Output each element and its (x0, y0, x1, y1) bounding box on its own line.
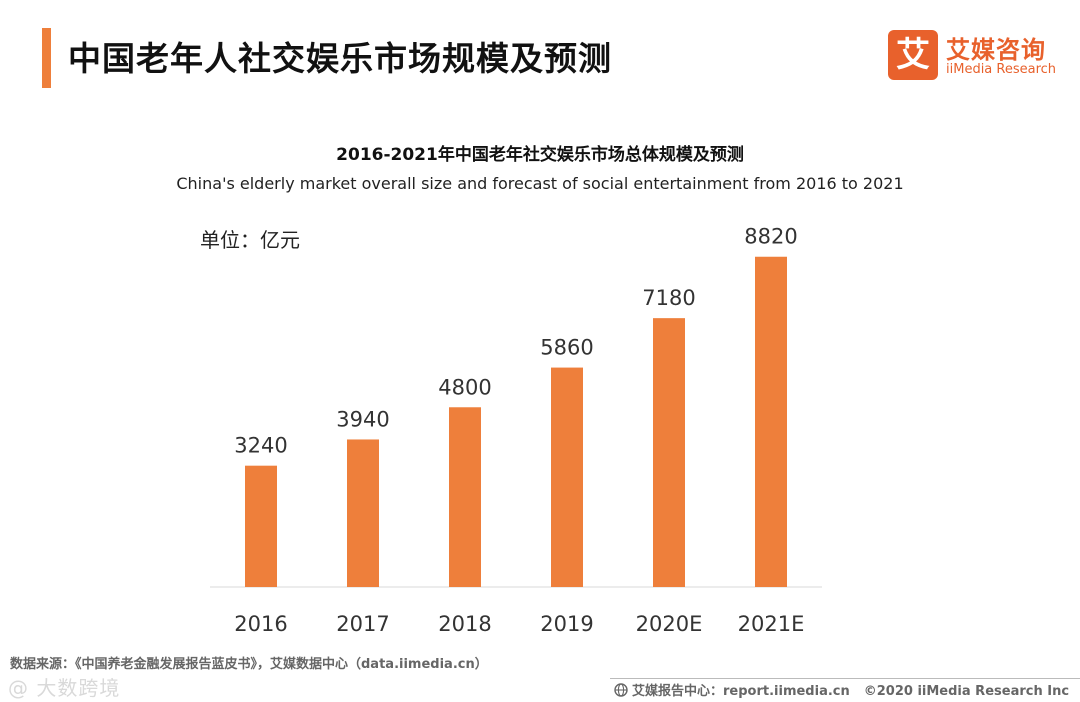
data-label-2018: 4800 (438, 375, 491, 399)
title-accent-bar (42, 28, 51, 88)
report-center-link[interactable]: 艾媒报告中心：report.iimedia.cn (632, 684, 850, 699)
chart-subtitle: China's elderly market overall size and … (176, 174, 904, 193)
watermark: @ 大数跨境 (8, 676, 121, 700)
unit-label: 单位：亿元 (200, 228, 300, 252)
brand-logo: 艾 艾媒咨询 iiMedia Research (888, 30, 1068, 82)
data-label-2019: 5860 (540, 336, 593, 360)
bar-2017 (347, 439, 379, 587)
bar-2021E (755, 256, 787, 587)
bar-2020E (653, 318, 685, 587)
bar-2016 (245, 465, 277, 587)
data-label-2016: 3240 (234, 434, 287, 458)
logo-english-name: iiMedia Research (946, 62, 1057, 77)
chart-title: 2016-2021年中国老年社交娱乐市场总体规模及预测 (336, 145, 744, 165)
copyright: ©2020 iiMedia Research Inc (863, 684, 1070, 699)
x-tick-label-2021E: 2021E (738, 612, 805, 636)
globe-icon (614, 683, 628, 701)
data-label-2020E: 7180 (642, 286, 695, 310)
x-tick-label-2020E: 2020E (636, 612, 703, 636)
footer: 艾媒报告中心：report.iimedia.cn ©2020 iiMedia Re… (614, 680, 1069, 701)
page-title: 中国老年人社交娱乐市场规模及预测 (68, 39, 612, 78)
x-tick-label-2018: 2018 (438, 612, 491, 636)
x-tick-label-2016: 2016 (234, 612, 287, 636)
data-label-2021E: 8820 (744, 225, 797, 249)
logo-mark: 艾 (888, 30, 938, 80)
x-tick-label-2017: 2017 (336, 612, 389, 636)
data-source: 数据来源：《中国养老金融发展报告蓝皮书》，艾媒数据中心（data.iimedia… (10, 657, 488, 672)
bar-2018 (449, 407, 481, 587)
logo-chinese-name: 艾媒咨询 (946, 36, 1046, 64)
x-tick-label-2019: 2019 (540, 612, 593, 636)
footer-divider (610, 678, 1080, 679)
bar-2019 (551, 367, 583, 587)
data-label-2017: 3940 (336, 407, 389, 431)
